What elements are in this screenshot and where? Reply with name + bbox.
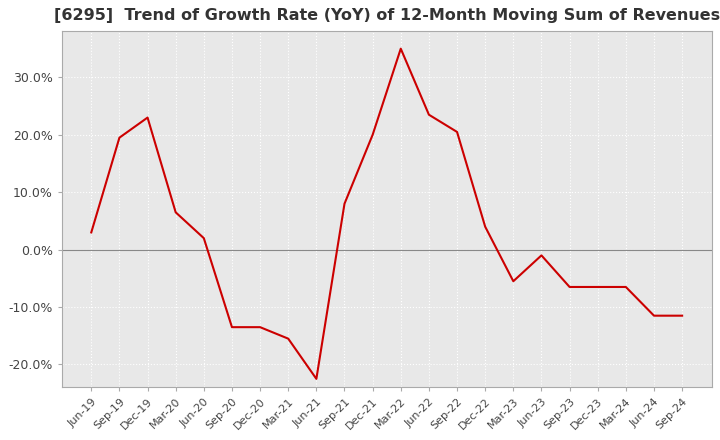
- Title: [6295]  Trend of Growth Rate (YoY) of 12-Month Moving Sum of Revenues: [6295] Trend of Growth Rate (YoY) of 12-…: [53, 8, 720, 23]
